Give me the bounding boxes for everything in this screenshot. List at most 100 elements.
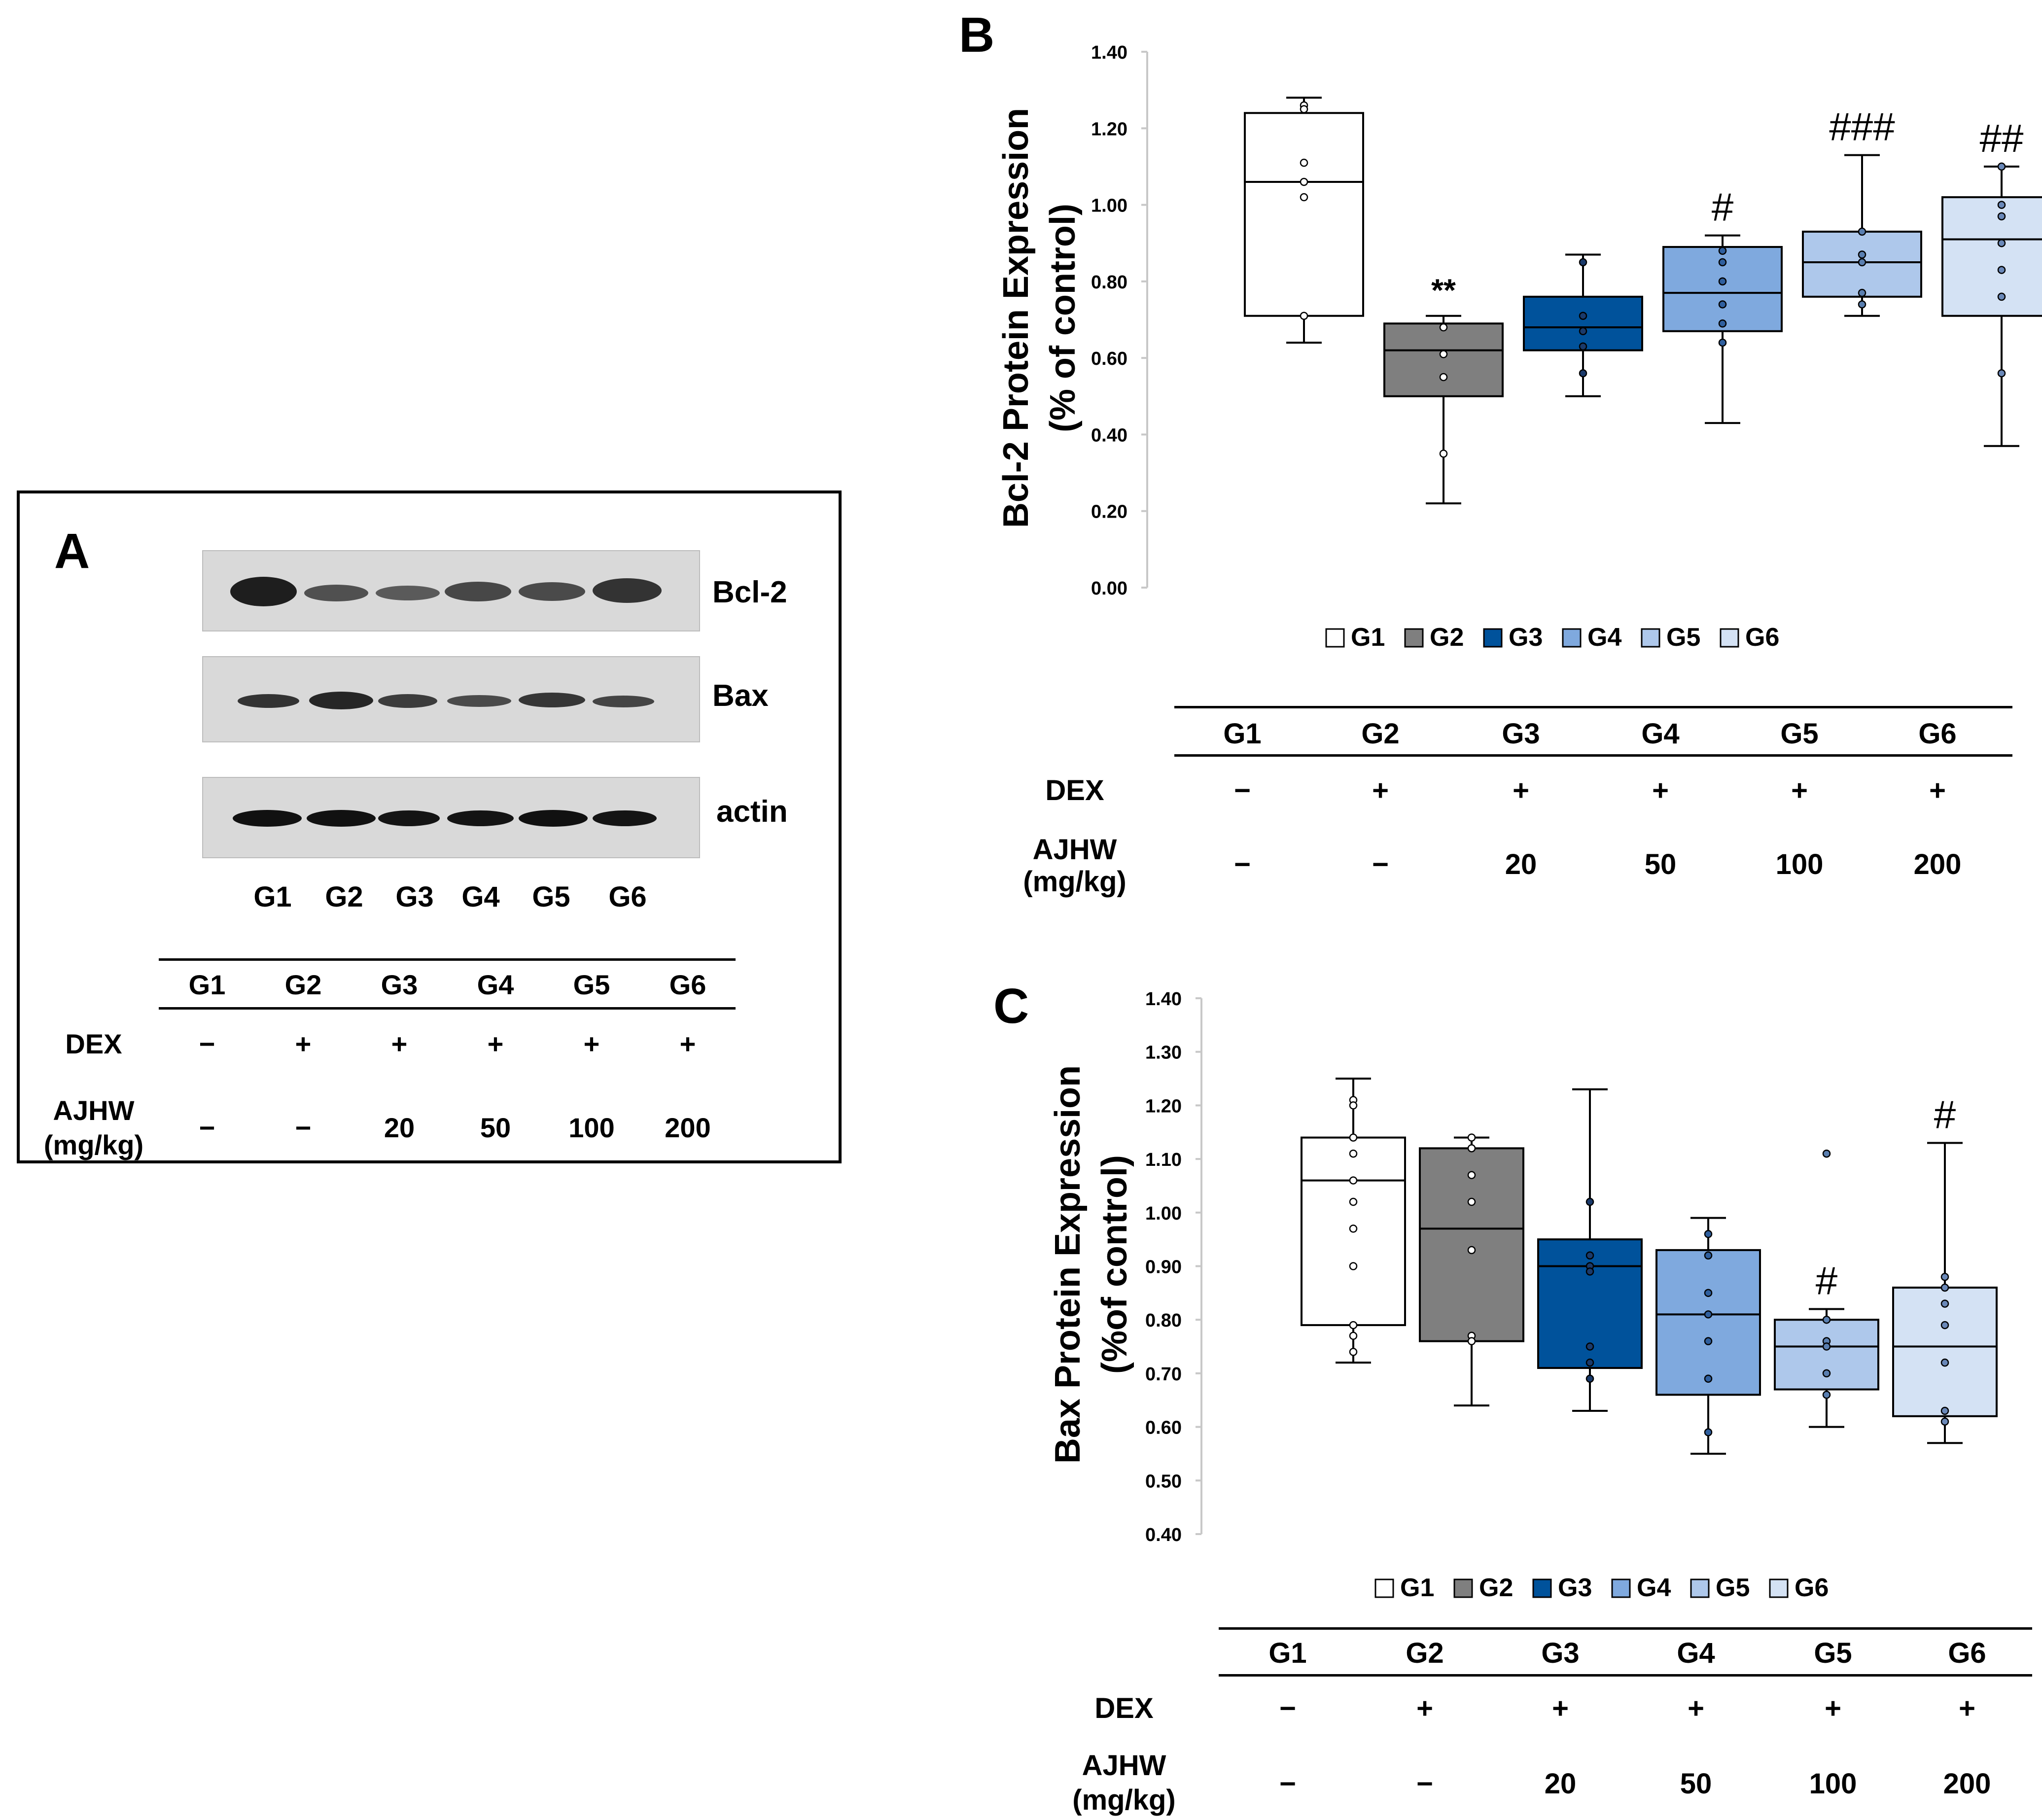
- table-group-header: G1: [188, 969, 226, 1000]
- data-point: [1467, 1246, 1476, 1255]
- blot-band: [519, 582, 585, 601]
- table-dex-cell: +: [1513, 774, 1529, 806]
- y-tick-label: 1.30: [1145, 1043, 1182, 1063]
- lane-label: G3: [395, 881, 434, 913]
- y-tick-label: 0.50: [1145, 1471, 1182, 1492]
- data-point: [1822, 1391, 1831, 1399]
- table-ajhw-cell: −: [295, 1112, 312, 1143]
- legend-label: G1: [1400, 1574, 1434, 1602]
- data-point: [1718, 246, 1727, 255]
- table-dex-cell: −: [1234, 774, 1251, 806]
- table-dex-cell: +: [391, 1028, 408, 1059]
- data-point: [1349, 1197, 1358, 1206]
- blot-band: [307, 810, 376, 827]
- legend-swatch-g4: [1611, 1578, 1631, 1598]
- table-rule: [1174, 706, 2012, 708]
- table-ajhw-cell: 100: [1775, 848, 1824, 880]
- legend-swatch-g2: [1453, 1578, 1473, 1598]
- legend-swatch-g2: [1404, 628, 1424, 648]
- data-point: [1349, 1176, 1358, 1185]
- legend-label: G3: [1558, 1574, 1592, 1602]
- table-ajhw-cell: 200: [1943, 1768, 1991, 1800]
- table-dex-cell: +: [487, 1028, 504, 1059]
- box-g6: [1941, 196, 2042, 317]
- panel-c-letter: C: [993, 979, 1029, 1034]
- box-g2: [1383, 322, 1504, 397]
- data-point: [1439, 323, 1448, 332]
- significance-marker: #: [1934, 1092, 1956, 1136]
- bcl2-blot-strip: [202, 550, 700, 631]
- table-ajhw-cell: 100: [1809, 1768, 1857, 1800]
- blot-label-actin: actin: [716, 795, 788, 829]
- data-point: [1858, 227, 1866, 236]
- blot-band: [519, 810, 588, 827]
- data-point: [1704, 1337, 1713, 1345]
- legend-label: G4: [1637, 1574, 1671, 1602]
- legend-swatch-g3: [1532, 1578, 1552, 1598]
- blot-band: [304, 585, 368, 601]
- actin-blot-strip: [202, 777, 700, 858]
- data-point: [1579, 327, 1587, 336]
- blot-band: [376, 586, 440, 600]
- box-g3: [1537, 1238, 1643, 1369]
- table-dex-cell: +: [1929, 774, 1946, 806]
- lane-label: G4: [461, 881, 500, 913]
- table-ajhw-cell: −: [1279, 1768, 1296, 1800]
- data-point: [1467, 1171, 1476, 1179]
- y-tick-label: 1.10: [1145, 1150, 1182, 1170]
- data-point: [1349, 1101, 1358, 1110]
- data-point: [1585, 1342, 1594, 1351]
- table-ajhw-cell: 100: [568, 1112, 615, 1143]
- y-tick-label: 0.60: [1145, 1418, 1182, 1438]
- table-rule: [159, 1007, 736, 1010]
- data-point: [1467, 1197, 1476, 1206]
- blot-band: [519, 693, 585, 707]
- data-point: [1349, 1321, 1358, 1330]
- y-tick-label: 1.40: [1145, 989, 1182, 1010]
- table-dex-cell: −: [199, 1028, 215, 1059]
- data-point: [1704, 1428, 1713, 1436]
- table-ajhw-cell: 50: [1680, 1768, 1712, 1800]
- legend-swatch-g6: [1720, 628, 1739, 648]
- blot-label-bax: Bax: [712, 679, 769, 713]
- significance-marker: #: [1712, 185, 1734, 229]
- blot-band: [230, 577, 297, 606]
- table-dex-label: DEX: [65, 1028, 122, 1059]
- table-group-header: G6: [1918, 718, 1957, 750]
- blot-band: [445, 582, 511, 601]
- table-rule: [1219, 1627, 2032, 1630]
- blot-band: [233, 810, 302, 827]
- data-point: [1704, 1374, 1713, 1383]
- legend-label: G2: [1430, 623, 1464, 652]
- legend-label: G5: [1716, 1574, 1750, 1602]
- data-point: [1940, 1358, 1949, 1367]
- table-dex-cell: +: [583, 1028, 600, 1059]
- table-ajhw-label: AJHW: [53, 1095, 135, 1126]
- box-g6: [1892, 1286, 1998, 1417]
- legend-label: G4: [1587, 623, 1621, 652]
- y-tick-label: 0.90: [1145, 1257, 1182, 1278]
- blot-band: [593, 810, 657, 826]
- y-tick-label: 1.40: [1091, 42, 1127, 63]
- y-tick-label: 0.40: [1091, 425, 1127, 446]
- data-point: [1704, 1310, 1713, 1319]
- data-point: [1349, 1348, 1358, 1356]
- table-ajhw-unit: (mg/kg): [1072, 1784, 1176, 1816]
- table-group-header: G6: [1948, 1637, 1986, 1669]
- data-point: [1300, 177, 1308, 186]
- table-dex-cell: +: [1652, 774, 1669, 806]
- legend-label: G3: [1509, 623, 1543, 652]
- table-dex-cell: −: [1279, 1692, 1296, 1724]
- blot-band: [378, 810, 440, 826]
- y-tick-label: 0.60: [1091, 349, 1127, 369]
- data-point: [1585, 1251, 1594, 1260]
- table-ajhw-unit: (mg/kg): [43, 1129, 144, 1160]
- table-group-header: G5: [573, 969, 610, 1000]
- data-point: [1997, 292, 2006, 301]
- y-axis-label: (% of control): [1043, 204, 1083, 432]
- table-group-header: G6: [669, 969, 706, 1000]
- data-point: [1349, 1262, 1358, 1270]
- data-point: [1940, 1406, 1949, 1415]
- data-point: [1585, 1358, 1594, 1367]
- data-point: [1579, 312, 1587, 320]
